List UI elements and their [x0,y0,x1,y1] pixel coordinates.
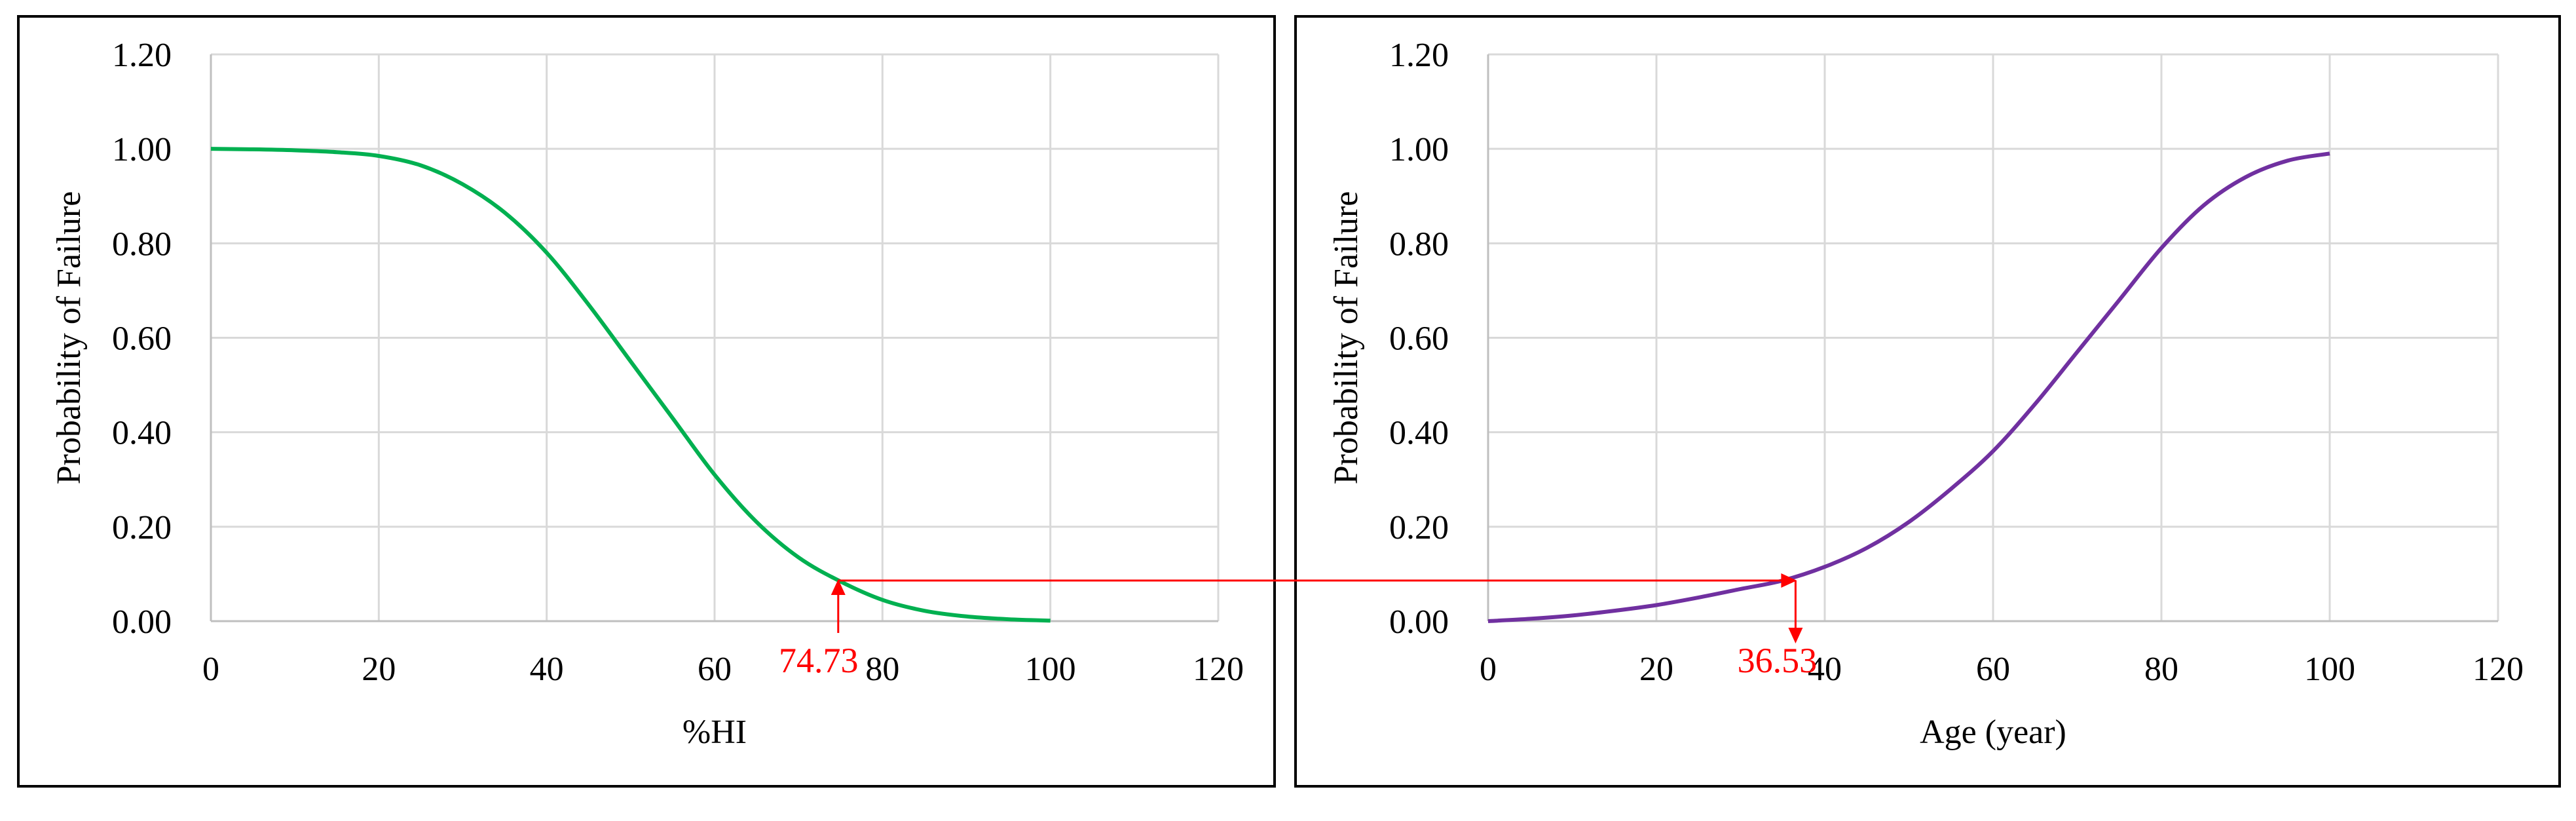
y-tick-label: 0.60 [112,320,172,358]
y-tick-label: 1.20 [1389,37,1449,74]
left-chart-grid [211,53,1220,621]
left-chart-series-line [210,147,1051,623]
x-tick-label: 40 [1808,651,1842,688]
x-tick-label: 20 [362,651,396,688]
right-chart-x-axis-label: Age (year) [1920,714,2066,751]
y-tick-label: 0.40 [1389,415,1449,452]
x-tick-label: 60 [698,651,732,688]
x-tick-label: 120 [1193,651,1244,688]
y-tick-label: 1.00 [112,131,172,168]
right-chart-grid [1488,53,2499,621]
right-chart-tick-labels: 0 20 40 60 80 100 120 0.00 0.20 0.40 0.60 0.80 1.00 1… [1389,37,2524,688]
left-chart-frame [17,15,1276,788]
y-tick-label: 1.20 [112,37,172,74]
x-tick-label: 40 [530,651,564,688]
x-tick-label: 80 [2144,651,2178,688]
left-chart: 0 20 40 60 80 100 120 0.00 0.20 0.40 0.60 0.80 1.00 1… [50,37,1244,751]
left-chart-annotation-label: 74.73 [779,641,859,680]
x-tick-label: 0 [202,651,219,688]
left-chart-tick-labels: 0 20 40 60 80 100 120 0.00 0.20 0.40 0.60 0.80 1.00 1… [112,37,1244,688]
x-tick-label: 80 [865,651,899,688]
right-chart-y-axis-label: Probability of Failure [1328,191,1365,485]
x-tick-label: 100 [1025,651,1076,688]
y-tick-label: 0.60 [1389,320,1449,358]
x-tick-label: 0 [1480,651,1497,688]
y-tick-label: 0.20 [112,509,172,546]
annotation-arrows [831,573,1803,643]
x-tick-label: 100 [2304,651,2355,688]
right-chart-frame [1294,15,2561,788]
y-tick-label: 0.80 [112,225,172,263]
y-tick-label: 0.80 [1389,225,1449,263]
y-tick-label: 0.00 [1389,603,1449,641]
y-tick-label: 0.20 [1389,509,1449,546]
left-chart-y-axis-label: Probability of Failure [50,191,88,485]
right-chart-axes [1487,54,2498,622]
x-tick-label: 120 [2473,651,2524,688]
y-tick-label: 1.00 [1389,131,1449,168]
arrow-head [1788,628,1803,643]
x-tick-label: 60 [1976,651,2010,688]
right-chart-annotation-label: 36.53 [1738,641,1818,680]
x-tick-label: 20 [1639,651,1673,688]
y-tick-label: 0.40 [112,415,172,452]
arrow-head [1781,573,1797,588]
arrow-head [831,579,846,596]
right-chart: 0 20 40 60 80 100 120 0.00 0.20 0.40 0.60 0.80 1.00 1… [1328,37,2524,751]
right-chart-series-line [1487,151,2330,623]
left-chart-x-axis-label: %HI [682,714,747,751]
y-tick-label: 0.00 [112,603,172,641]
